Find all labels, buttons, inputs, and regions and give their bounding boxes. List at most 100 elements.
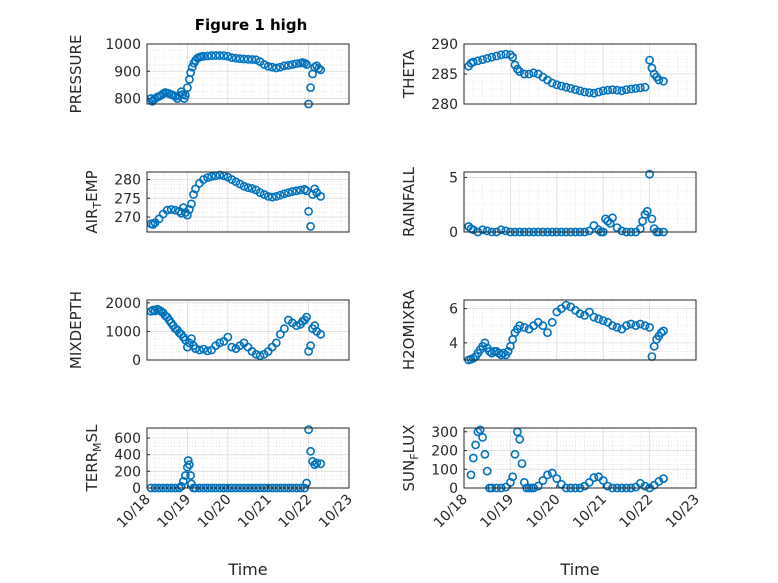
data-point (211, 51, 221, 60)
data-point (473, 56, 483, 66)
data-point (306, 341, 315, 351)
data-point (594, 225, 603, 235)
data-point (635, 83, 645, 93)
data-point (176, 481, 186, 491)
y-tick-label: 300 (431, 425, 458, 441)
data-point (255, 188, 265, 197)
data-point (584, 307, 594, 317)
y-tick-label: 200 (431, 444, 458, 460)
data-point (496, 350, 506, 360)
data-point (150, 306, 160, 316)
data-point (191, 184, 200, 194)
data-series (464, 300, 668, 365)
data-point (296, 185, 305, 195)
axes-frame (463, 171, 697, 233)
data-point (203, 51, 212, 61)
data-point (189, 190, 198, 199)
data-point (482, 466, 492, 476)
data-point (292, 321, 301, 331)
data-point (589, 221, 599, 230)
data-point (505, 50, 515, 60)
data-point (571, 85, 580, 94)
data-point (515, 434, 525, 444)
data-point (612, 322, 622, 332)
axes-frame (463, 299, 697, 361)
axes-frame (146, 427, 350, 489)
data-point (640, 481, 650, 491)
data-point (626, 319, 636, 329)
data-point (492, 51, 501, 61)
data-point (640, 321, 650, 331)
y-axis-label: MIXDEPTH (67, 291, 85, 369)
data-point (186, 68, 195, 77)
data-point (203, 346, 212, 356)
figure-title: Figure 1 high (195, 16, 308, 34)
data-point (267, 62, 277, 72)
data-point (302, 312, 311, 322)
data-point (561, 82, 571, 92)
data-point (513, 64, 522, 74)
data-point (275, 329, 285, 339)
data-point (543, 470, 552, 480)
data-point (267, 192, 277, 202)
data-point (501, 482, 511, 492)
data-point (316, 329, 326, 339)
data-point (300, 184, 309, 194)
x-tick-label: 10/21 (235, 492, 275, 532)
data-point (223, 332, 233, 342)
data-point (475, 425, 485, 435)
y-tick-label: 0 (449, 225, 458, 241)
data-point (310, 321, 320, 331)
x-tick-label: 10/18 (431, 492, 471, 532)
data-point (227, 53, 237, 62)
y-tick-label: 275 (114, 191, 141, 207)
axes-background (147, 44, 349, 104)
data-point (608, 85, 617, 94)
data-point (617, 86, 627, 96)
axes-frame (146, 171, 350, 233)
data-series (464, 49, 668, 98)
data-point (468, 57, 478, 67)
data-point (538, 476, 548, 485)
data-point (580, 87, 589, 97)
data-point (203, 173, 212, 182)
data-point (292, 186, 301, 196)
data-point (166, 205, 176, 214)
data-point (287, 187, 297, 196)
data-point (275, 62, 285, 72)
grid-lines (463, 43, 697, 105)
data-point (468, 225, 478, 235)
data-point (547, 78, 557, 88)
subplot-5: 0 1000 2000 MIXDEPTH (67, 291, 350, 369)
data-point (302, 60, 311, 69)
data-point (215, 51, 225, 60)
y-tick-label: 0 (132, 353, 141, 369)
data-point (608, 213, 617, 223)
data-point (594, 314, 603, 324)
data-point (501, 226, 511, 236)
data-point (304, 425, 313, 435)
data-point (517, 459, 527, 468)
y-tick-label: 900 (114, 64, 141, 80)
data-point (263, 62, 273, 71)
subplot-2: 280 285 290 THETA (400, 37, 697, 113)
data-point (584, 477, 594, 487)
data-point (480, 338, 490, 348)
data-point (575, 309, 585, 319)
data-point (283, 60, 293, 70)
y-tick-label: 0 (132, 481, 141, 497)
data-point (287, 60, 297, 69)
data-point (645, 55, 654, 65)
subplot-3: 270 275 280 AIRTEMP (83, 170, 350, 234)
data-point (519, 69, 529, 79)
data-point (617, 226, 627, 236)
data-point (312, 458, 322, 468)
data-point (603, 85, 613, 95)
data-point (306, 83, 315, 92)
data-point (598, 86, 608, 96)
data-point (552, 474, 562, 483)
data-point (631, 84, 641, 93)
data-point (184, 205, 194, 214)
y-tick-label: 280 (114, 173, 141, 189)
